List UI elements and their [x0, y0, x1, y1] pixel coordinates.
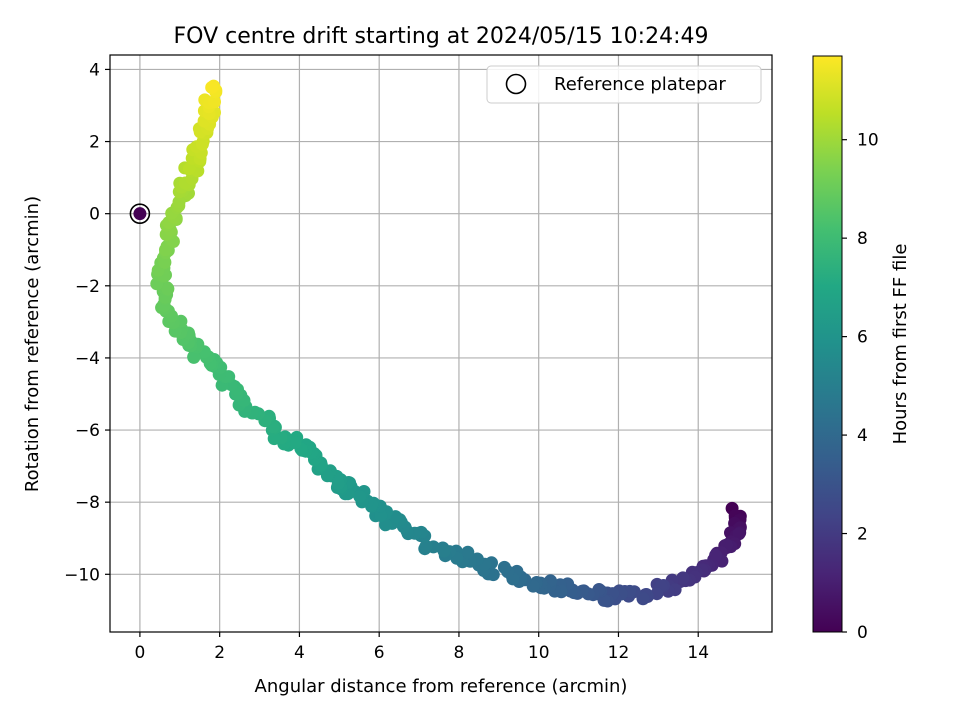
- y-tick-label: 0: [89, 205, 100, 225]
- data-point: [374, 509, 388, 522]
- data-point: [288, 436, 302, 449]
- data-point: [187, 350, 201, 364]
- x-tick-label: 14: [687, 643, 709, 663]
- colorbar-tick-label: 0: [857, 623, 868, 643]
- data-point: [461, 545, 475, 559]
- data-point: [205, 80, 219, 94]
- data-point: [353, 490, 367, 503]
- colorbar-tick-label: 6: [857, 328, 868, 348]
- y-tick-label: −8: [75, 493, 100, 513]
- x-tick-label: 12: [608, 643, 630, 663]
- x-tick-label: 0: [134, 643, 145, 663]
- chart-title: FOV centre drift starting at 2024/05/15 …: [174, 24, 709, 49]
- x-axis-label: Angular distance from reference (arcmin): [255, 676, 628, 697]
- reference-point-ring: [129, 203, 151, 224]
- x-tick-label: 4: [294, 643, 305, 663]
- y-tick-label: 4: [89, 60, 100, 80]
- data-point: [208, 95, 221, 109]
- data-points: [150, 79, 747, 608]
- colorbar-tick-label: 4: [857, 426, 868, 446]
- colorbar-ticks: 0 2 4 6 8 10: [842, 131, 879, 643]
- y-tick-label: −6: [75, 421, 100, 441]
- data-point: [195, 137, 209, 151]
- legend-marker-circle: [505, 73, 527, 95]
- colorbar-tick-label: 8: [857, 229, 868, 249]
- data-point: [709, 548, 723, 562]
- data-point: [158, 255, 172, 269]
- colorbar: [812, 55, 843, 633]
- axes-frame: [109, 54, 773, 633]
- reference-point: [129, 203, 151, 224]
- reference-point-dot: [133, 207, 147, 221]
- x-tick-label: 10: [528, 643, 550, 663]
- data-point: [419, 539, 433, 553]
- y-axis-ticks: −10 −8 −6 −4 −2 0 2 4: [64, 60, 110, 585]
- y-tick-label: −4: [75, 349, 100, 369]
- colorbar-tick-label: 10: [857, 131, 879, 151]
- y-tick-label: 2: [89, 133, 100, 153]
- colorbar-label: Hours from first FF file: [890, 244, 911, 445]
- legend-box: [486, 65, 762, 104]
- y-tick-label: −10: [64, 565, 100, 585]
- data-point: [161, 282, 175, 296]
- y-tick-label: −2: [75, 277, 100, 297]
- data-point: [732, 527, 746, 541]
- x-axis-ticks: 0 2 4 6 8 10 12 14: [134, 632, 709, 663]
- x-tick-label: 6: [374, 643, 385, 663]
- colorbar-tick-label: 2: [857, 525, 868, 545]
- legend-entry-reference: Reference platepar: [554, 74, 726, 95]
- data-point: [159, 243, 172, 257]
- data-point: [437, 544, 451, 558]
- data-point: [676, 571, 690, 585]
- x-tick-label: 2: [214, 643, 225, 663]
- data-point: [497, 560, 511, 574]
- y-axis-label: Rotation from reference (arcmin): [22, 196, 43, 492]
- data-point: [636, 592, 650, 606]
- x-tick-label: 8: [454, 643, 465, 663]
- legend: Reference platepar: [486, 65, 762, 104]
- data-point: [182, 162, 196, 176]
